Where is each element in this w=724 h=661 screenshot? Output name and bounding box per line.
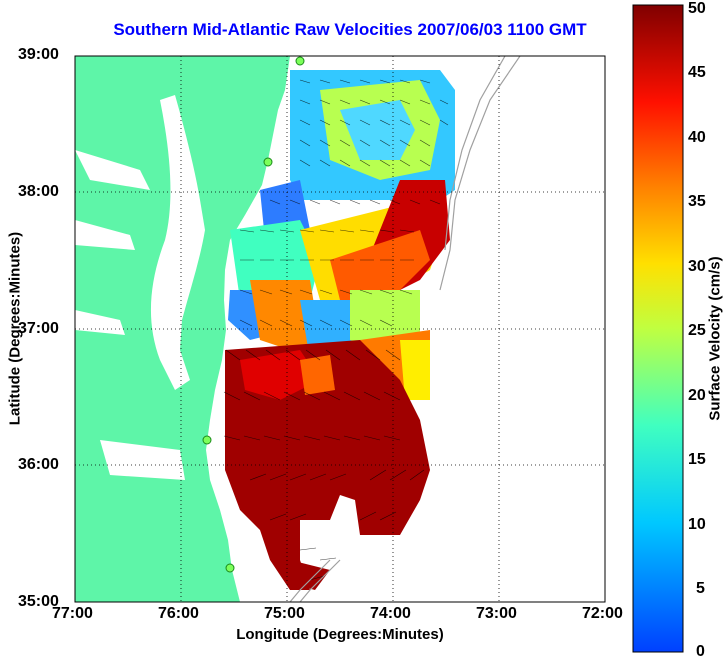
colorbar-tick-label: 10 (688, 516, 706, 533)
colorbar-tick-label: 45 (688, 64, 706, 81)
x-tick-label: 72:00 (582, 605, 623, 622)
velocity-field (223, 70, 455, 590)
x-tick-label: 76:00 (158, 605, 199, 622)
radar-stations (202, 56, 305, 573)
colorbar-label: Surface Velocity (cm/s) (706, 256, 724, 421)
colorbar-tick-label: 0 (696, 643, 705, 660)
y-tick-label: 37:00 (18, 320, 59, 337)
x-axis-label: Longitude (Degrees:Minutes) (236, 626, 444, 643)
colorbar-tick-label: 5 (696, 580, 705, 597)
colorbar-tick-label: 20 (688, 387, 706, 404)
radar-station-marker (295, 56, 305, 66)
colorbar-tick-label: 50 (688, 0, 706, 17)
y-tick-label: 35:00 (18, 593, 59, 610)
x-tick-label: 74:00 (370, 605, 411, 622)
colorbar (632, 4, 684, 653)
y-tick-label: 39:00 (18, 46, 59, 63)
map-title: Southern Mid-Atlantic Raw Velocities 200… (113, 20, 587, 39)
colorbar-tick-label: 30 (688, 258, 706, 275)
y-tick-label: 36:00 (18, 456, 59, 473)
colorbar-tick-label: 35 (688, 193, 706, 210)
grid-lines (75, 56, 605, 602)
colorbar-tick-label: 15 (688, 451, 706, 468)
radar-station-marker (263, 157, 273, 167)
x-tick-label: 73:00 (476, 605, 517, 622)
x-tick-label: 75:00 (264, 605, 305, 622)
radar-station-marker (202, 435, 212, 445)
y-axis-label: Latitude (Degrees:Minutes) (6, 231, 24, 426)
radar-station-marker (225, 563, 235, 573)
bay-water (150, 95, 205, 390)
x-tick-label: 77:00 (52, 605, 93, 622)
bathymetry-contours (289, 56, 521, 602)
colorbar-tick-label: 25 (688, 322, 706, 339)
y-tick-label: 38:00 (18, 183, 59, 200)
colorbar-tick-label: 40 (688, 129, 706, 146)
